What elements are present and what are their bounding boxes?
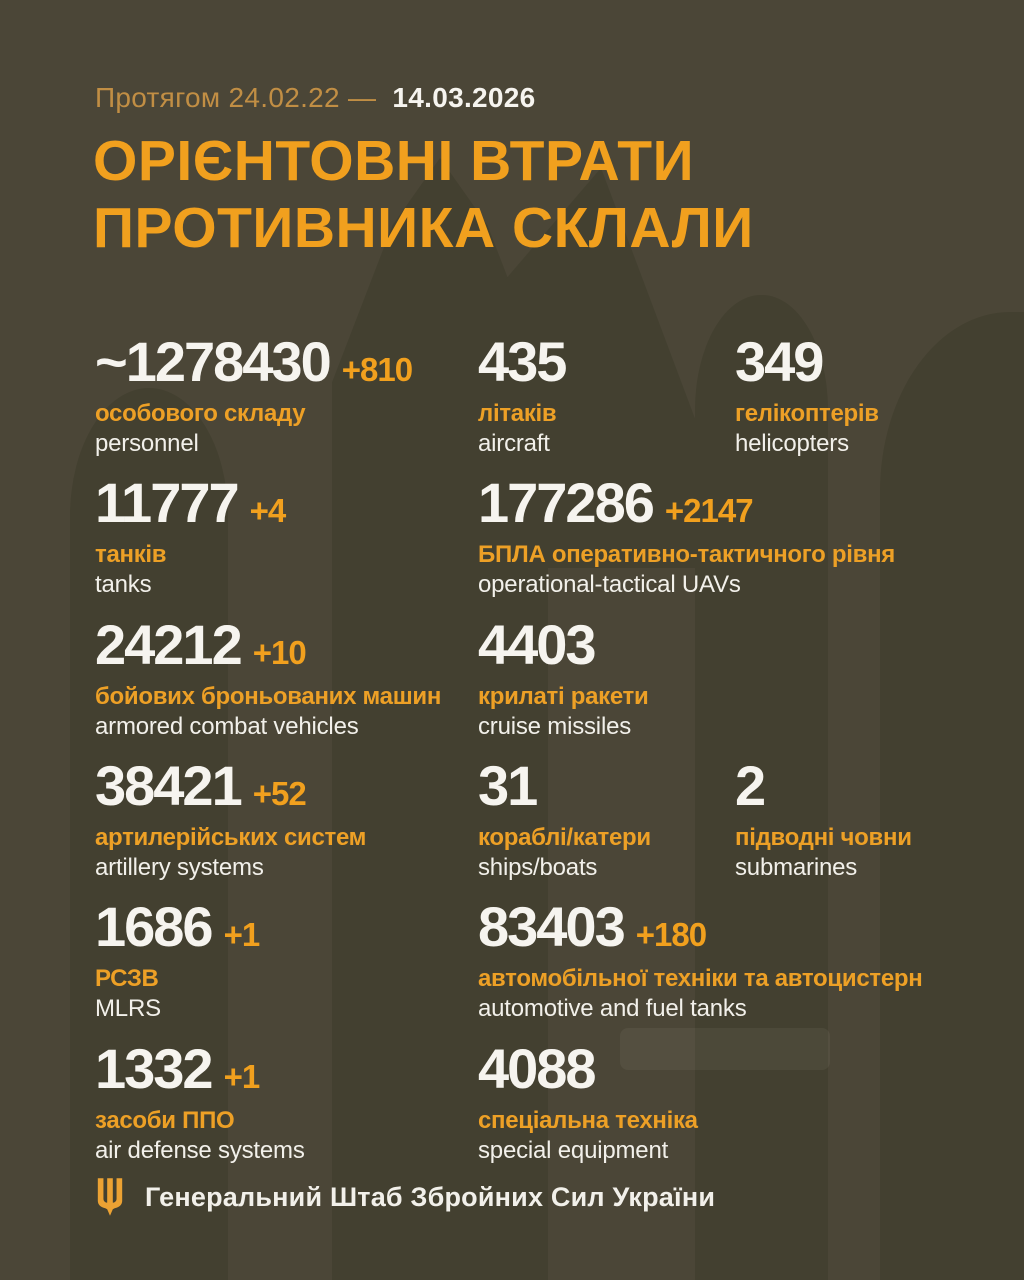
stat-label-uk: артилерійських систем — [95, 824, 367, 851]
stat-label-en: personnel — [95, 430, 199, 457]
stat-value: 4403 — [478, 613, 597, 676]
stat-cell: 435 літаків aircraft — [478, 330, 567, 459]
stat-value: 349 — [735, 330, 824, 393]
stat-label-uk: РСЗВ — [95, 965, 159, 992]
stat-label-uk: гелікоптерів — [735, 400, 879, 427]
stat-label-uk: крилаті ракети — [478, 683, 649, 710]
period-prefix: Протягом 24.02.22 — — [95, 82, 377, 113]
stat-value: 24212 — [95, 613, 243, 676]
stat-cell: 24212 +10 бойових броньованих машин armored… — [95, 615, 441, 742]
stat-value: 83403 — [478, 895, 626, 958]
stat-label-en: ships/boats — [478, 854, 598, 881]
stat-label-uk: засоби ППО — [95, 1107, 235, 1134]
trident-icon — [97, 1178, 123, 1216]
page-title: ОРІЄНТОВНІ ВТРАТИ ПРОТИВНИКА СКЛАЛИ — [93, 128, 754, 262]
stat-label-uk: особового складу — [95, 400, 306, 427]
stat-label-uk: підводні човни — [735, 824, 912, 851]
stat-label-uk: танків — [95, 541, 167, 568]
stat-value: 1686 — [95, 895, 214, 958]
stat-cell: ~1278430 +810 особового складу personnel — [95, 330, 413, 459]
reporting-period: Протягом 24.02.22 — 14.03.2026 — [95, 82, 536, 114]
source-label: Генеральний Штаб Збройних Сил України — [145, 1181, 716, 1212]
stat-value: 4088 — [478, 1037, 597, 1100]
stat-label-uk: кораблі/катери — [478, 824, 651, 851]
title-line-2: ПРОТИВНИКА СКЛАЛИ — [93, 196, 754, 260]
stat-cell: 349 гелікоптерів helicopters — [735, 332, 879, 459]
stat-label-uk: спеціальна техніка — [478, 1107, 698, 1134]
stat-label-en: automotive and fuel tanks — [478, 995, 747, 1022]
stat-cell: 11777 +4 танків tanks — [95, 471, 287, 600]
stat-label-uk: бойових броньованих машин — [95, 683, 442, 710]
stat-cell: 2 підводні човни submarines — [735, 756, 912, 883]
stat-label-en: armored combat vehicles — [95, 713, 359, 740]
stat-label-en: helicopters — [735, 430, 849, 457]
stat-delta: +2147 — [664, 492, 754, 529]
period-date: 14.03.2026 — [392, 82, 536, 113]
stat-value: 177286 — [478, 471, 655, 534]
stat-label-en: MLRS — [95, 995, 161, 1022]
stat-label-en: special equipment — [478, 1137, 669, 1164]
stat-delta: +810 — [341, 351, 413, 388]
stat-value: 1332 — [95, 1037, 214, 1100]
stat-value: 435 — [478, 330, 567, 393]
stat-label-en: artillery systems — [95, 854, 264, 881]
stat-cell: 4088 спеціальна техніка special equipment — [478, 1039, 698, 1166]
stat-cell: 31 кораблі/катери ships/boats — [478, 756, 651, 883]
stat-delta: +10 — [252, 634, 307, 671]
stat-delta: +1 — [223, 916, 261, 953]
stat-cell: 1686 +1 РСЗВ MLRS — [95, 895, 261, 1024]
stat-value: 2 — [735, 754, 766, 817]
stat-delta: +1 — [223, 1058, 261, 1095]
stat-value: ~1278430 — [95, 330, 332, 393]
stat-cell: 83403 +180 автомобільної техніки та автоци… — [478, 895, 923, 1024]
stat-label-uk: автомобільної техніки та автоцистерн — [478, 965, 923, 992]
stat-cell: 1332 +1 засоби ППО air defense systems — [95, 1039, 305, 1166]
stat-label-en: submarines — [735, 854, 858, 881]
stat-value: 38421 — [95, 754, 243, 817]
stat-cell: 177286 +2147 БПЛА оперативно-тактичного рі… — [478, 473, 895, 600]
footer: Генеральний Штаб Збройних Сил України — [95, 1176, 715, 1218]
stat-value: 31 — [478, 754, 538, 817]
stat-label-uk: БПЛА оперативно-тактичного рівня — [478, 541, 895, 568]
stat-delta: +180 — [635, 916, 707, 953]
stat-label-en: cruise missiles — [478, 713, 632, 740]
stat-label-en: operational-tactical UAVs — [478, 571, 741, 598]
stat-value: 11777 — [95, 471, 240, 534]
stat-delta: +4 — [249, 492, 287, 529]
stat-cell: 38421 +52 артилерійських систем artillery s… — [95, 756, 366, 883]
stat-cell: 4403 крилаті ракети cruise missiles — [478, 613, 649, 742]
stat-label-en: air defense systems — [95, 1137, 305, 1164]
title-line-1: ОРІЄНТОВНІ ВТРАТИ — [93, 129, 695, 193]
stat-label-uk: літаків — [478, 400, 557, 427]
stat-label-en: tanks — [95, 571, 152, 598]
stat-label-en: aircraft — [478, 430, 550, 457]
stat-delta: +52 — [252, 775, 307, 812]
